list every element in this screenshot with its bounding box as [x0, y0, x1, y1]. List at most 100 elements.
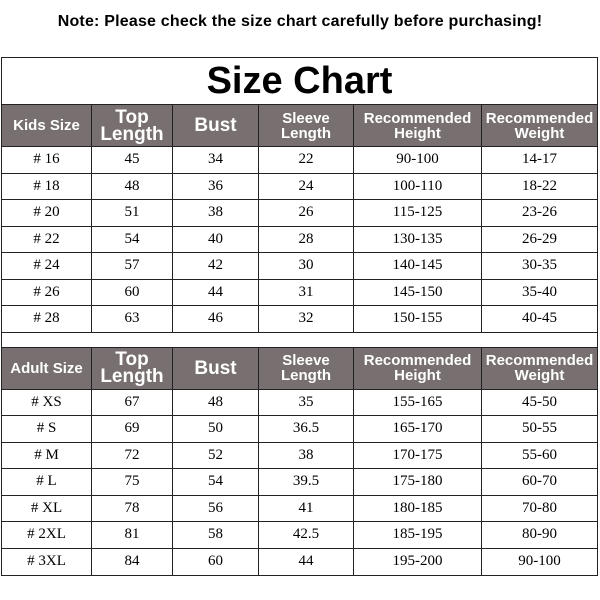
- purchase-note: Note: Please check the size chart carefu…: [57, 13, 543, 30]
- column-header: Recommended Height: [354, 105, 482, 146]
- table-cell: 55-60: [522, 446, 557, 463]
- table-cell: # 20: [2, 200, 92, 226]
- table-cell: 35-40: [522, 283, 557, 300]
- column-header: Sleeve Length: [259, 105, 354, 146]
- table-cell: 90-100: [518, 553, 561, 570]
- table-cell: # 3XL: [2, 548, 92, 575]
- table-cell: 36.5: [259, 416, 354, 442]
- table-cell: # XS: [2, 389, 92, 415]
- table-cell: 40-45: [522, 310, 557, 327]
- column-header: Top Length: [92, 347, 173, 389]
- table-cell: 45-50: [522, 393, 557, 410]
- table-cell: 48: [173, 389, 259, 415]
- table-cell: 31: [259, 279, 354, 305]
- table-cell: 51: [92, 200, 173, 226]
- table-cell: 22: [259, 147, 354, 173]
- table-cell: 48: [92, 173, 173, 199]
- table-cell: 54: [92, 226, 173, 252]
- table-cell: 58: [173, 522, 259, 548]
- table-cell: # 28: [2, 306, 92, 332]
- table-cell: # 22: [2, 226, 92, 252]
- table-row: # XS 67 48 35 155-165 45-50: [2, 389, 597, 416]
- table-cell: 67: [92, 389, 173, 415]
- table-cell: 34: [173, 147, 259, 173]
- table-row: # 18 48 36 24 100-110 18-22: [2, 173, 597, 200]
- column-header: Kids Size: [2, 105, 92, 146]
- column-header: Recommended Weight: [485, 109, 594, 142]
- table-cell: 63: [92, 306, 173, 332]
- table-cell: 60: [92, 279, 173, 305]
- table-cell: 32: [259, 306, 354, 332]
- table-cell: 50-55: [522, 420, 557, 437]
- table-cell: 80-90: [522, 526, 557, 543]
- table-cell: 78: [92, 495, 173, 521]
- table-cell: 30-35: [522, 257, 557, 274]
- adult-section: Adult Size Top Length Bust Sleeve Length Rec…: [2, 347, 597, 575]
- adult-header-row: Adult Size Top Length Bust Sleeve Length Rec…: [2, 347, 597, 390]
- table-row: # XL 78 56 41 180-185 70-80: [2, 495, 597, 522]
- table-cell: 30: [259, 253, 354, 279]
- column-header: Bust: [173, 105, 259, 146]
- table-cell: # 2XL: [2, 522, 92, 548]
- table-cell: 40: [173, 226, 259, 252]
- table-cell: 60-70: [522, 473, 557, 490]
- column-header: Adult Size: [2, 347, 92, 389]
- table-cell: # 18: [2, 173, 92, 199]
- table-cell: 75: [92, 469, 173, 495]
- table-cell: # XL: [2, 495, 92, 521]
- table-cell: # M: [2, 442, 92, 468]
- table-cell: 39.5: [259, 469, 354, 495]
- table-cell: 24: [259, 173, 354, 199]
- table-cell: 170-175: [354, 442, 482, 468]
- table-row: # 22 54 40 28 130-135 26-29: [2, 226, 597, 253]
- table-cell: # 16: [2, 147, 92, 173]
- table-cell: 35: [259, 389, 354, 415]
- table-cell: 130-135: [354, 226, 482, 252]
- table-row: # 3XL 84 60 44 195-200 90-100: [2, 548, 597, 575]
- column-header: Recommended Weight: [485, 352, 594, 384]
- table-cell: 84: [92, 548, 173, 575]
- column-header: Recommended Height: [354, 347, 482, 389]
- table-cell: 54: [173, 469, 259, 495]
- table-row: # S 69 50 36.5 165-170 50-55: [2, 416, 597, 443]
- table-cell: # S: [2, 416, 92, 442]
- kids-header-row: Kids Size Top Length Bust Sleeve Length Reco…: [2, 105, 597, 147]
- table-cell: 41: [259, 495, 354, 521]
- table-cell: 100-110: [354, 173, 482, 199]
- table-cell: 150-155: [354, 306, 482, 332]
- table-cell: # 26: [2, 279, 92, 305]
- table-cell: 56: [173, 495, 259, 521]
- table-cell: 195-200: [354, 548, 482, 575]
- table-cell: 38: [259, 442, 354, 468]
- table-cell: 28: [259, 226, 354, 252]
- table-cell: 42.5: [259, 522, 354, 548]
- table-row: # 26 60 44 31 145-150 35-40: [2, 279, 597, 306]
- table-cell: 18-22: [522, 177, 557, 194]
- table-row: # 16 45 34 22 90-100 14-17: [2, 147, 597, 174]
- table-cell: 140-145: [354, 253, 482, 279]
- table-cell: 52: [173, 442, 259, 468]
- table-cell: 60: [173, 548, 259, 575]
- table-row: # M 72 52 38 170-175 55-60: [2, 442, 597, 469]
- table-row: # 28 63 46 32 150-155 40-45: [2, 306, 597, 333]
- table-cell: 46: [173, 306, 259, 332]
- table-cell: # 24: [2, 253, 92, 279]
- column-header: Top Length: [92, 105, 173, 146]
- table-row: # 20 51 38 26 115-125 23-26: [2, 200, 597, 227]
- table-cell: 14-17: [522, 151, 557, 168]
- table-cell: 38: [173, 200, 259, 226]
- section-spacer: [2, 333, 597, 348]
- table-cell: 165-170: [354, 416, 482, 442]
- table-row: # L 75 54 39.5 175-180 60-70: [2, 469, 597, 496]
- table-cell: 69: [92, 416, 173, 442]
- table-cell: 26-29: [522, 230, 557, 247]
- table-row: # 24 57 42 30 140-145 30-35: [2, 253, 597, 280]
- column-header: Bust: [173, 347, 259, 389]
- table-cell: # L: [2, 469, 92, 495]
- table-cell: 81: [92, 522, 173, 548]
- column-header: Sleeve Length: [259, 347, 354, 389]
- table-cell: 70-80: [522, 499, 557, 516]
- table-cell: 175-180: [354, 469, 482, 495]
- table-cell: 26: [259, 200, 354, 226]
- table-cell: 23-26: [522, 204, 557, 221]
